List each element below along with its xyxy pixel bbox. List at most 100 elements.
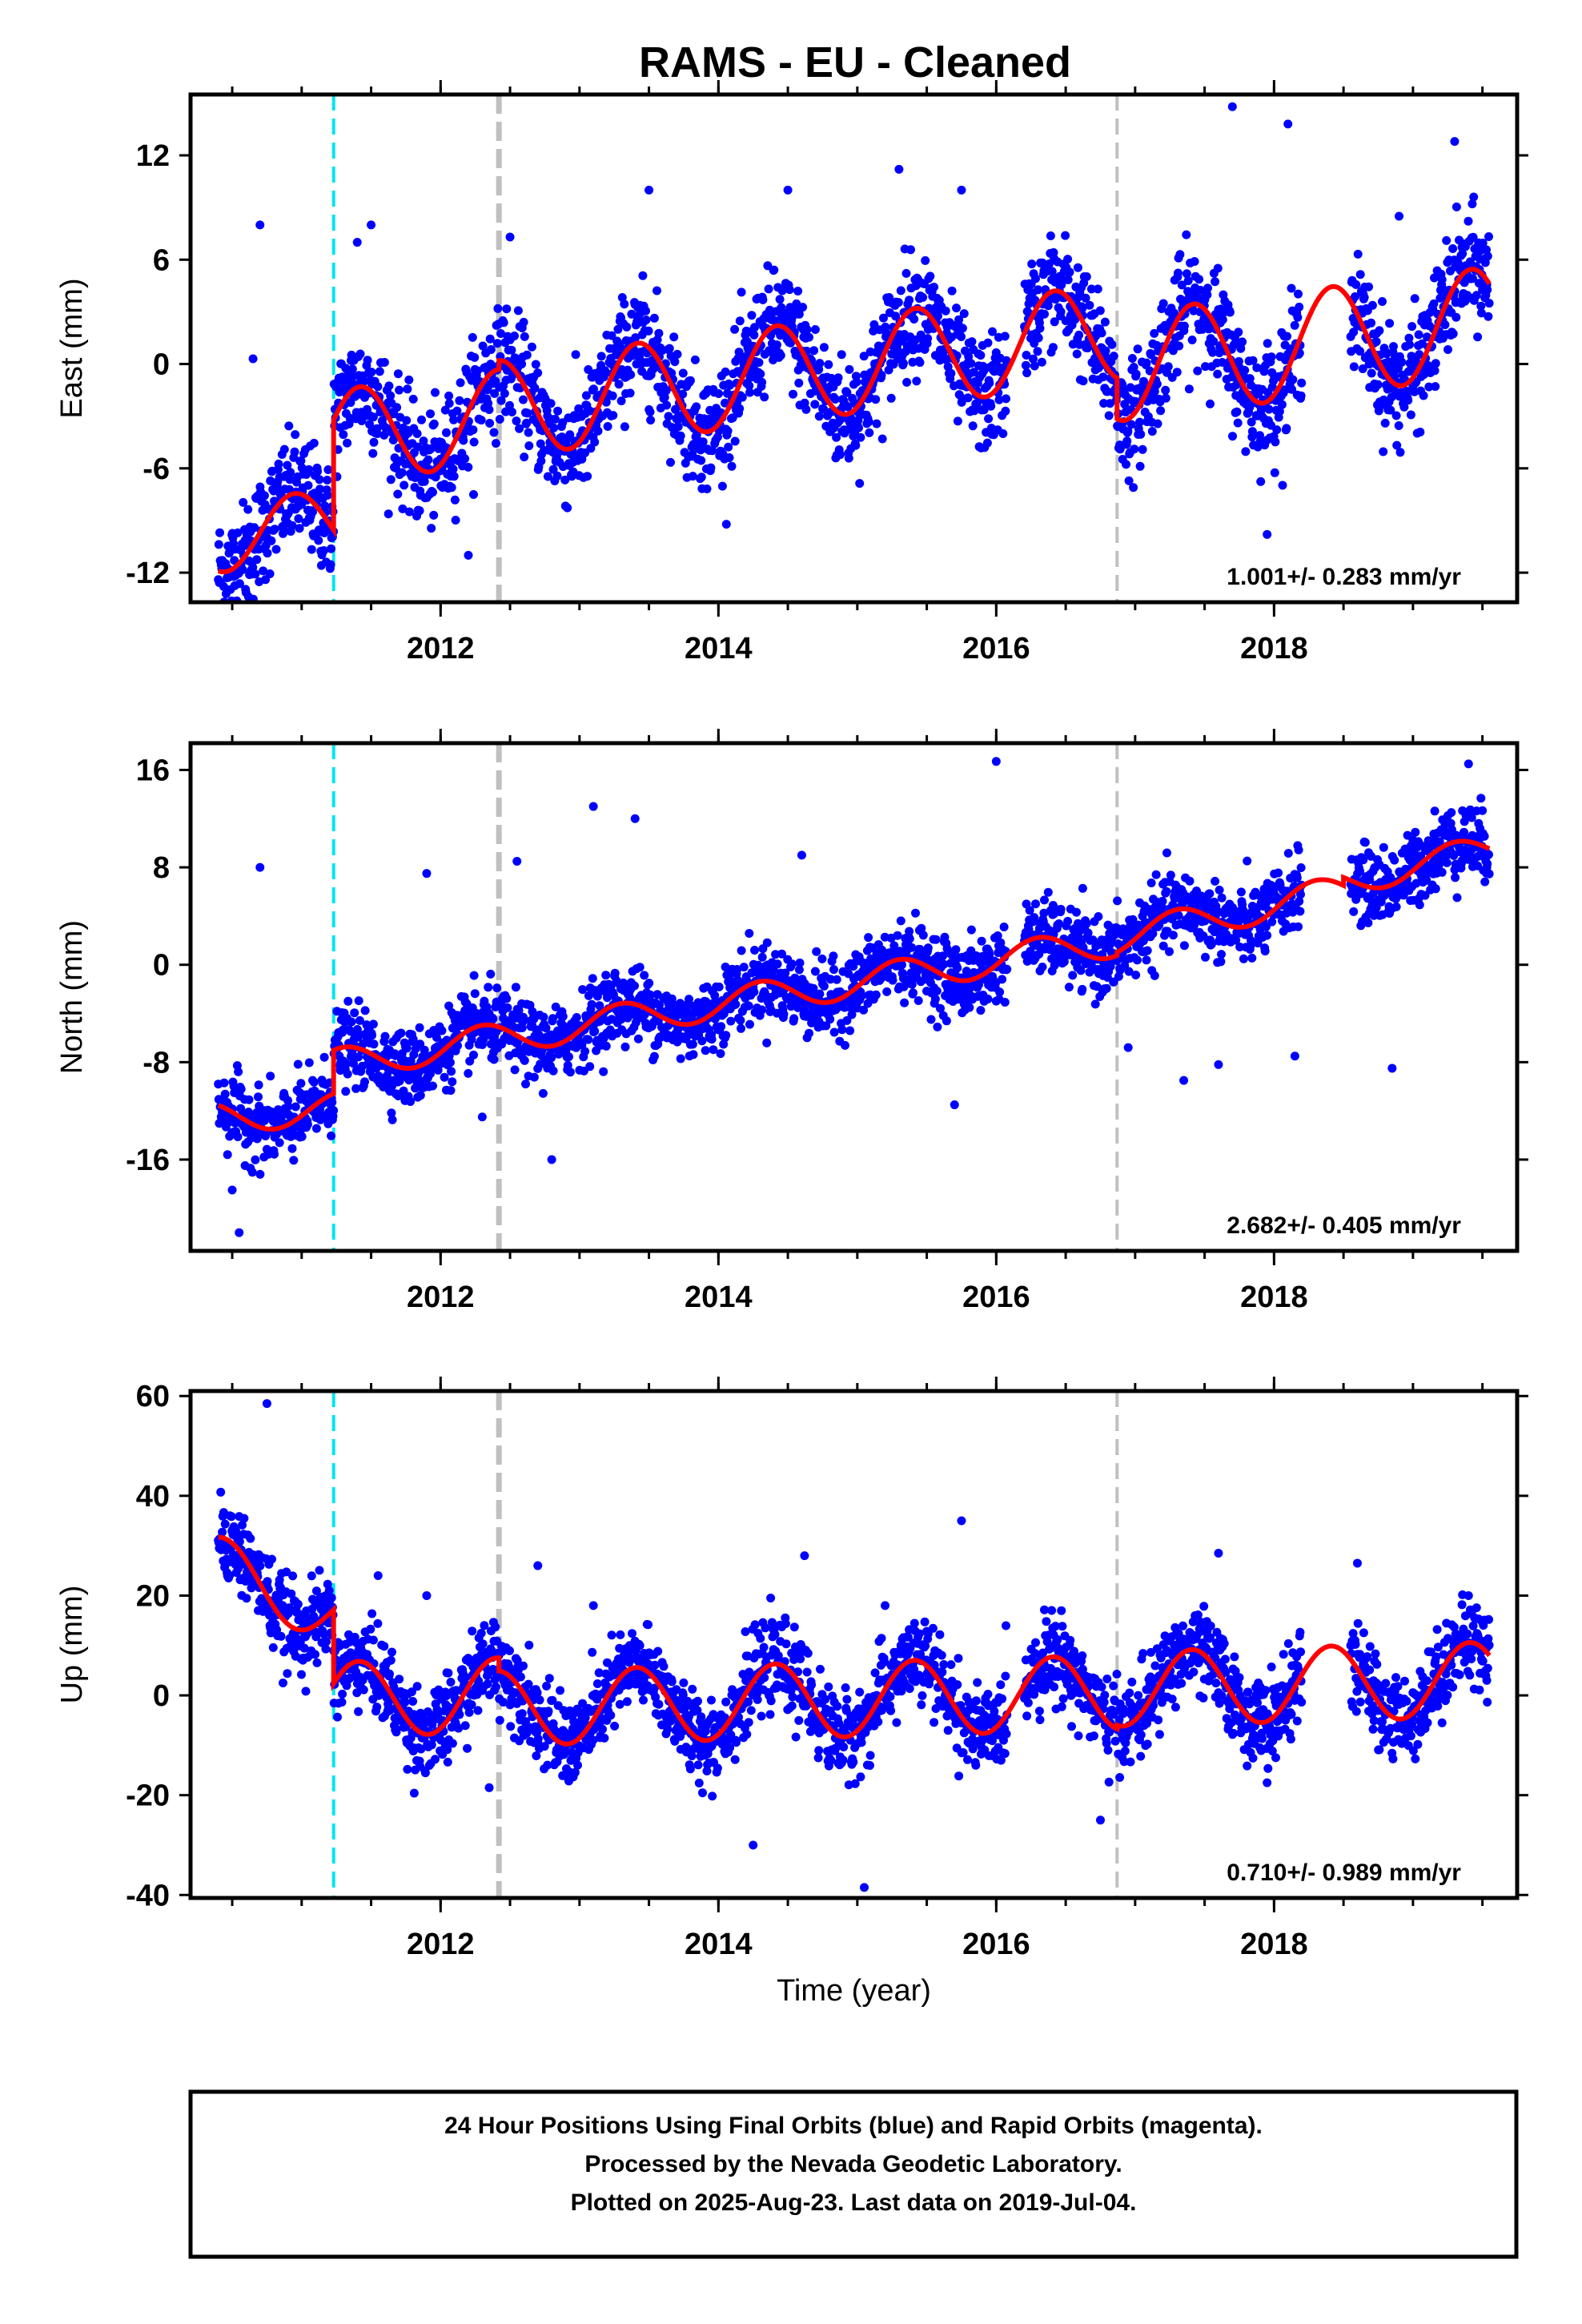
- data-point: [1247, 417, 1256, 427]
- data-point: [669, 332, 679, 342]
- data-point: [1218, 358, 1227, 367]
- data-point: [402, 416, 412, 425]
- data-point: [1175, 250, 1185, 259]
- data-point: [1294, 922, 1303, 931]
- data-point: [1150, 328, 1159, 338]
- data-point: [412, 429, 422, 438]
- data-point: [596, 352, 606, 361]
- data-point: [905, 934, 914, 943]
- data-point: [1061, 231, 1070, 240]
- model-curve: [217, 267, 1492, 575]
- data-point: [697, 456, 706, 465]
- data-point: [852, 377, 861, 387]
- data-point: [452, 406, 462, 416]
- data-point: [1179, 321, 1189, 331]
- data-point: [882, 987, 892, 996]
- data-point: [531, 360, 540, 369]
- data-point: [932, 986, 942, 995]
- data-point: [429, 510, 439, 520]
- data-point: [877, 434, 887, 444]
- data-point: [1056, 307, 1066, 316]
- data-point: [1231, 935, 1241, 945]
- data-point: [918, 292, 928, 302]
- data-point: [233, 1132, 243, 1141]
- data-point: [1379, 842, 1388, 852]
- data-point: [855, 479, 865, 489]
- data-point: [608, 391, 617, 400]
- data-point: [578, 985, 588, 995]
- data-point: [864, 933, 873, 943]
- data-point: [1209, 336, 1219, 346]
- data-point: [307, 545, 316, 554]
- data-point: [1174, 341, 1184, 351]
- data-point: [789, 389, 797, 399]
- data-point: [563, 1060, 572, 1070]
- data-point: [447, 483, 456, 493]
- data-point: [1282, 424, 1291, 433]
- data-point: [360, 1006, 370, 1015]
- data-point: [347, 1017, 356, 1027]
- data-point: [551, 1002, 560, 1011]
- data-point: [386, 475, 396, 485]
- data-point: [548, 1014, 557, 1023]
- data-point: [1078, 376, 1088, 386]
- data-point: [608, 411, 618, 420]
- data-point: [1046, 231, 1055, 240]
- data-point: [1150, 971, 1159, 980]
- data-point: [1465, 257, 1475, 267]
- data-point: [1383, 384, 1392, 394]
- data-point: [393, 369, 403, 379]
- data-point: [708, 446, 717, 456]
- data-point: [801, 404, 811, 414]
- data-point: [733, 965, 742, 974]
- data-point: [255, 1169, 265, 1179]
- data-point: [1468, 199, 1477, 209]
- data-point: [769, 265, 779, 275]
- data-point: [912, 376, 921, 386]
- data-point: [319, 1052, 329, 1062]
- data-point: [360, 1077, 369, 1087]
- data-point: [505, 232, 515, 242]
- data-point: [871, 990, 881, 999]
- data-point: [1414, 330, 1423, 340]
- data-point: [685, 995, 693, 1004]
- data-point: [773, 959, 782, 969]
- data-point: [1264, 404, 1274, 414]
- data-point: [1201, 952, 1210, 962]
- data-point: [931, 935, 941, 944]
- data-point: [646, 416, 656, 425]
- data-point: [1473, 332, 1483, 342]
- data-point: [1050, 317, 1059, 327]
- data-point: [1035, 324, 1045, 333]
- data-point: [888, 975, 897, 985]
- data-point: [367, 220, 376, 230]
- data-point: [757, 1005, 767, 1015]
- data-point: [352, 238, 362, 247]
- data-point: [372, 429, 382, 438]
- data-point: [649, 313, 659, 323]
- data-point: [235, 579, 244, 589]
- data-point: [520, 1055, 529, 1065]
- data-point: [469, 971, 479, 980]
- data-point: [440, 1072, 449, 1082]
- data-point: [1172, 368, 1182, 377]
- data-point: [673, 349, 682, 359]
- data-point: [429, 419, 439, 428]
- data-point: [676, 431, 685, 440]
- data-point: [1038, 963, 1047, 971]
- data-point: [263, 549, 272, 558]
- data-point: [1452, 202, 1461, 211]
- data-point: [1283, 849, 1293, 858]
- data-point: [314, 536, 323, 545]
- data-point: [954, 315, 964, 324]
- data-point: [351, 1084, 361, 1093]
- data-point: [676, 1054, 685, 1063]
- data-point: [1424, 382, 1434, 392]
- data-point: [1415, 350, 1424, 360]
- data-point: [416, 1091, 425, 1100]
- data-point: [1099, 399, 1109, 408]
- data-point: [453, 1041, 462, 1051]
- data-point: [1161, 385, 1170, 395]
- data-point: [234, 1067, 243, 1076]
